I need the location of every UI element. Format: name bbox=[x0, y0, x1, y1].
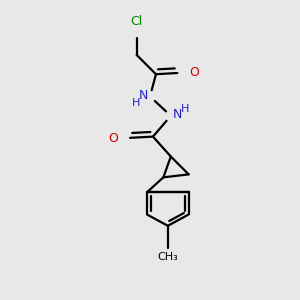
Text: H: H bbox=[181, 104, 189, 114]
Text: Cl: Cl bbox=[130, 15, 143, 28]
Text: N: N bbox=[172, 108, 182, 121]
Text: H: H bbox=[131, 98, 140, 108]
Text: N: N bbox=[139, 89, 148, 102]
Text: CH₃: CH₃ bbox=[158, 252, 178, 262]
Text: O: O bbox=[108, 132, 118, 145]
Text: O: O bbox=[189, 66, 199, 79]
